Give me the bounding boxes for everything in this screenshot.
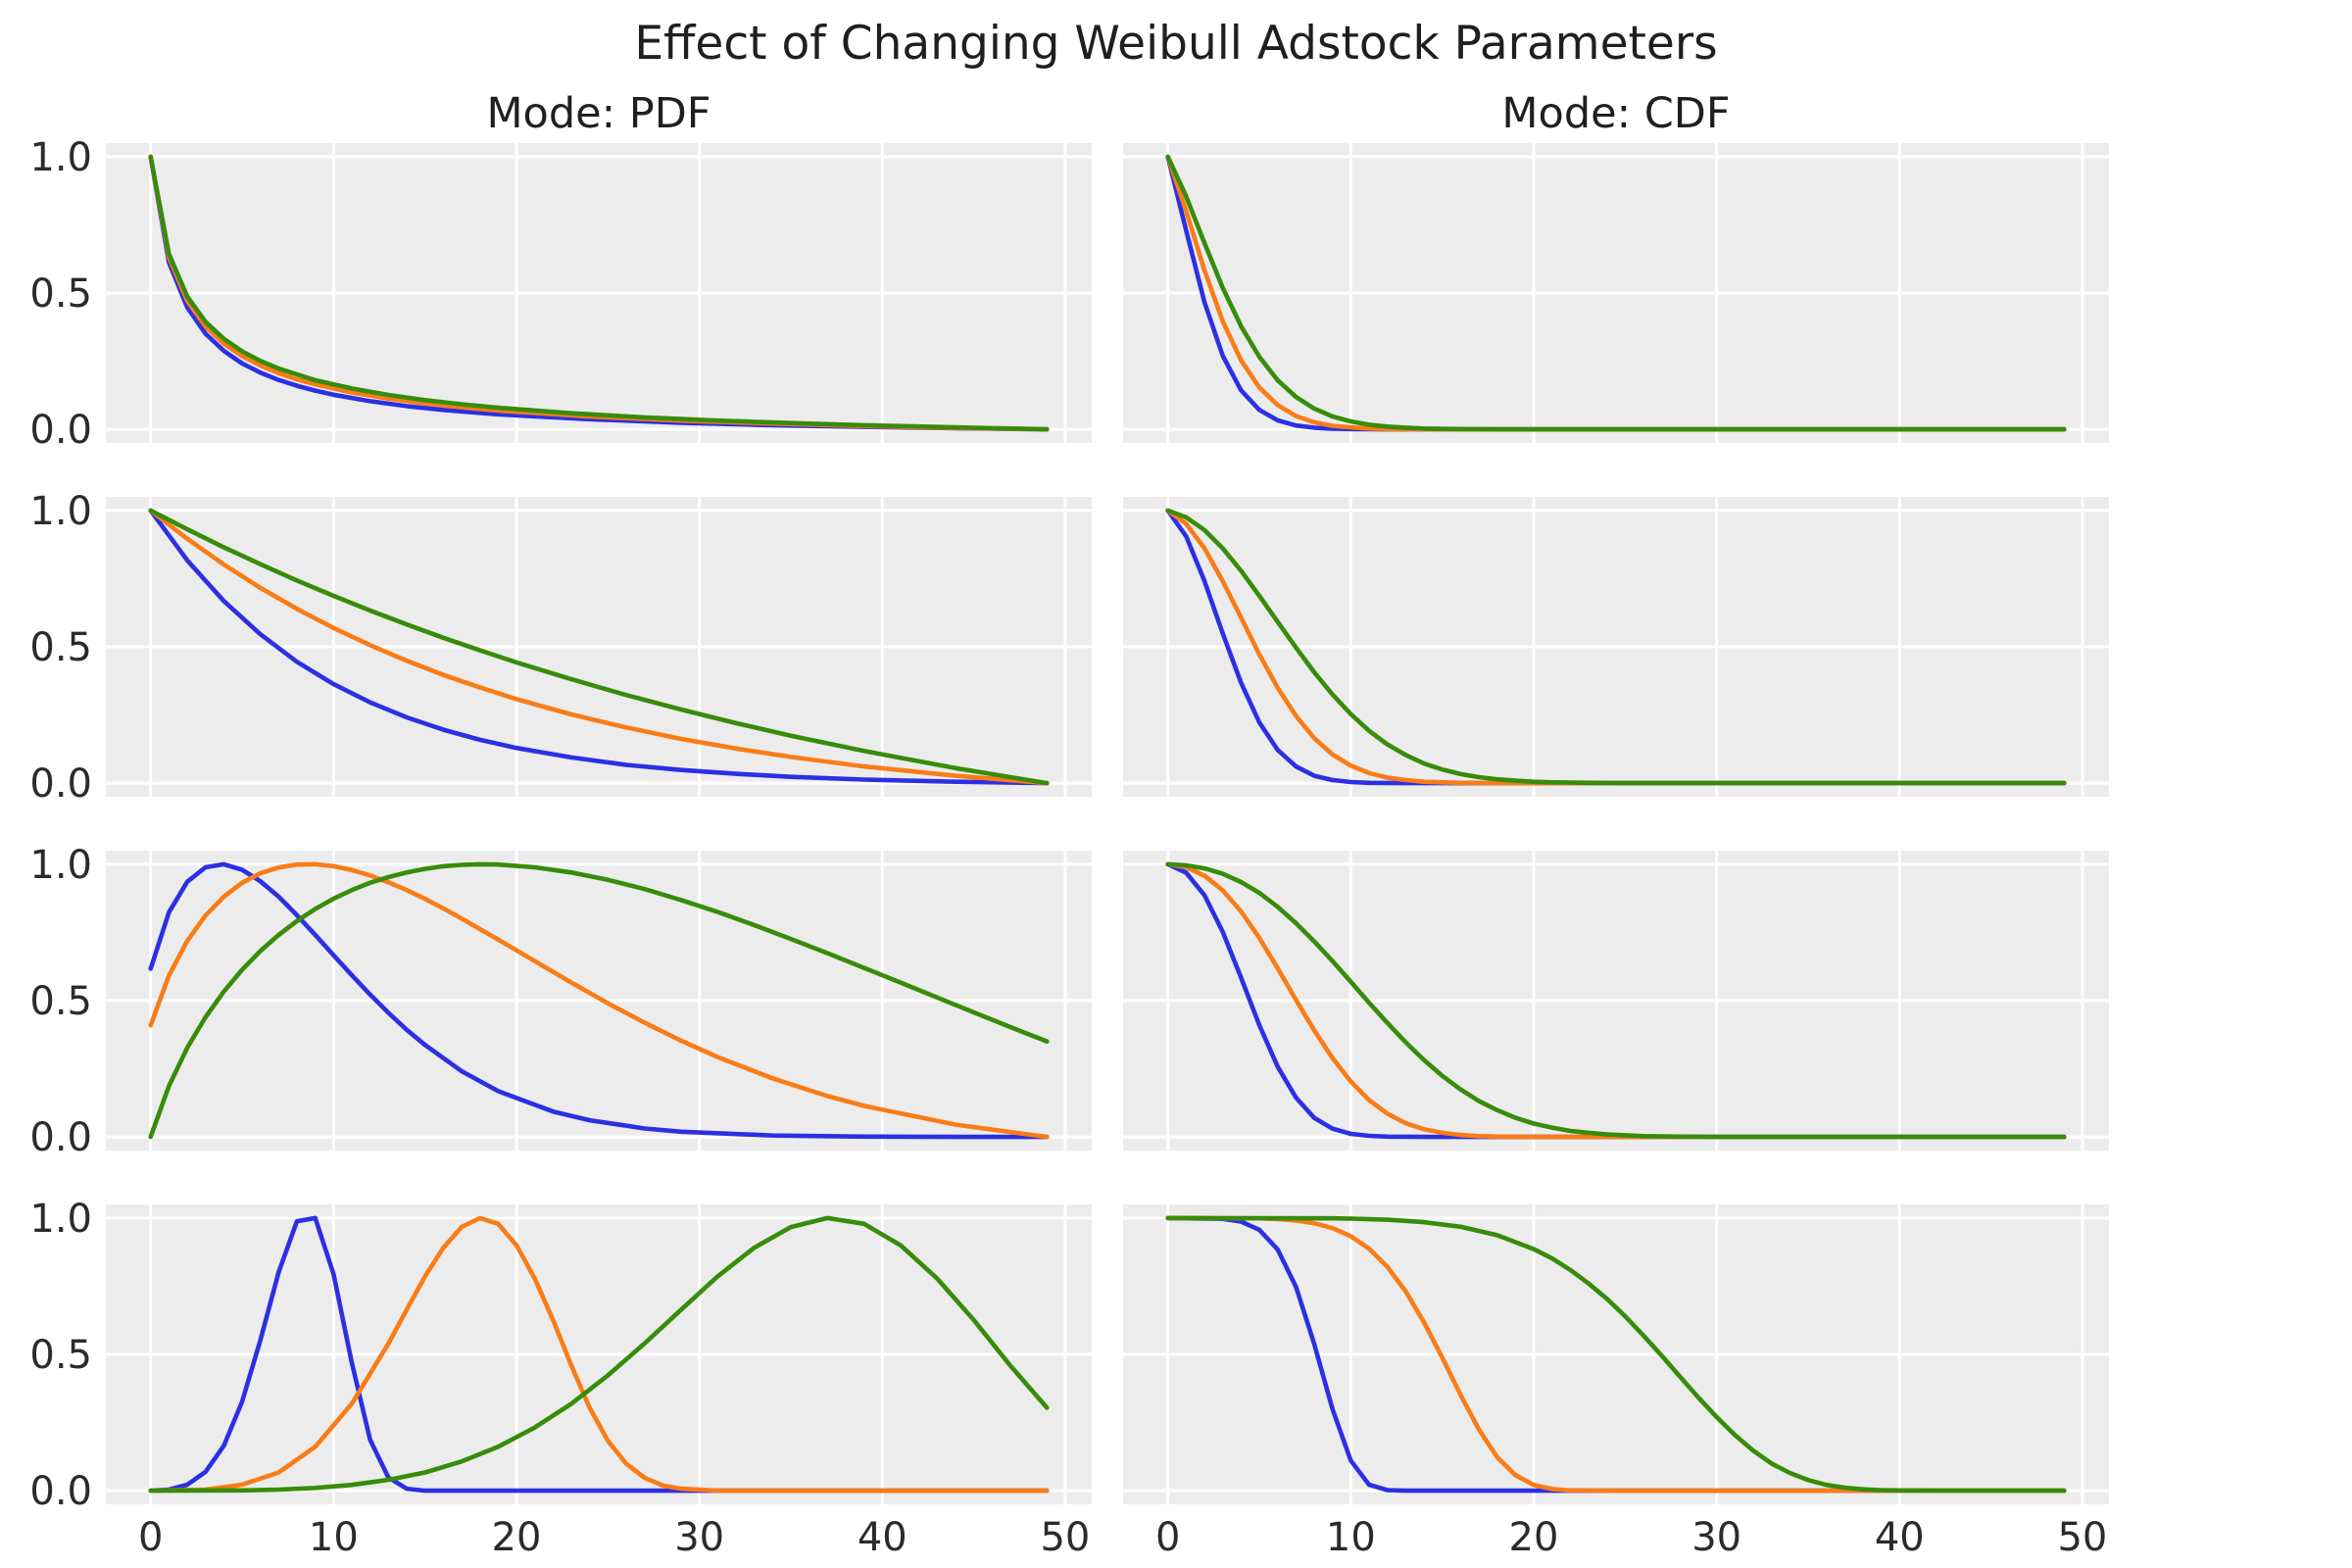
panel-row3-pdf: 0.0 0.5 1.0 xyxy=(29,843,1092,1160)
x-tick-label: 50 xyxy=(2057,1515,2107,1560)
series-line-green xyxy=(148,1215,1050,1494)
column-title-cdf: Mode: CDF xyxy=(1501,89,1730,138)
x-tick-label: 0 xyxy=(1155,1515,1180,1560)
series-line-blue xyxy=(1165,508,2067,786)
series-line-orange xyxy=(1165,1215,2067,1494)
series-line-green xyxy=(148,154,1050,432)
panel-row4-cdf: 0 10 20 30 40 50 xyxy=(1123,1204,2109,1560)
series-line-orange xyxy=(1165,154,2067,432)
series-line-orange xyxy=(148,1215,1050,1494)
series-line-blue xyxy=(1165,1215,2067,1494)
y-tick-label: 0.5 xyxy=(29,1333,92,1378)
y-tick-label: 0.0 xyxy=(29,761,92,807)
x-tick-label: 10 xyxy=(1326,1515,1376,1560)
x-tick-label: 40 xyxy=(1875,1515,1925,1560)
panel-row2-pdf: 0.0 0.5 1.0 xyxy=(29,489,1092,807)
y-tick-label: 0.5 xyxy=(29,271,92,317)
series-line-orange xyxy=(1165,861,2067,1140)
x-tick-label: 0 xyxy=(138,1515,163,1560)
y-tick-label: 0.0 xyxy=(29,1115,92,1160)
panel-row3-cdf xyxy=(1123,851,2109,1151)
x-tick-label: 30 xyxy=(1691,1515,1741,1560)
x-tick-label: 30 xyxy=(674,1515,724,1560)
y-tick-label: 0.5 xyxy=(29,625,92,670)
series-line-orange xyxy=(1165,508,2067,786)
y-tick-label: 0.0 xyxy=(29,1469,92,1514)
series-line-green xyxy=(148,508,1050,786)
figure-title: Effect of Changing Weibull Adstock Param… xyxy=(634,17,1717,71)
x-tick-label: 20 xyxy=(1509,1515,1559,1560)
series-line-blue xyxy=(148,1215,1050,1494)
series-line-green xyxy=(1165,508,2067,786)
series-line-green xyxy=(1165,861,2067,1140)
series-line-orange xyxy=(148,861,1050,1140)
panel-row4-pdf: 0.0 0.5 1.0 0 10 20 30 40 50 xyxy=(29,1197,1092,1560)
y-tick-label: 1.0 xyxy=(29,489,92,534)
panel-row1-cdf xyxy=(1123,143,2109,443)
series-line-blue xyxy=(148,508,1050,786)
y-tick-label: 1.0 xyxy=(29,843,92,888)
y-tick-label: 0.5 xyxy=(29,979,92,1024)
subplot-grid: 0.0 0.5 1.0 0.0 0.5 1.0 0.0 0.5 1.0 0.0 0.5 1.0 0 10 2… xyxy=(29,135,2109,1560)
y-tick-label: 1.0 xyxy=(29,135,92,180)
series-line-orange xyxy=(148,508,1050,786)
y-tick-label: 0.0 xyxy=(29,408,92,453)
series-line-blue xyxy=(1165,861,2067,1140)
y-tick-label: 1.0 xyxy=(29,1197,92,1242)
x-tick-label: 20 xyxy=(492,1515,542,1560)
panel-row1-pdf: 0.0 0.5 1.0 xyxy=(29,135,1092,453)
x-tick-label: 50 xyxy=(1040,1515,1090,1560)
column-title-pdf: Mode: PDF xyxy=(486,89,710,138)
series-line-green xyxy=(1165,1215,2067,1494)
series-line-green xyxy=(148,861,1050,1140)
x-tick-label: 10 xyxy=(309,1515,359,1560)
panel-row2-cdf xyxy=(1123,497,2109,797)
x-tick-label: 40 xyxy=(858,1515,907,1560)
series-line-blue xyxy=(148,861,1050,1140)
series-line-green xyxy=(1165,154,2067,432)
